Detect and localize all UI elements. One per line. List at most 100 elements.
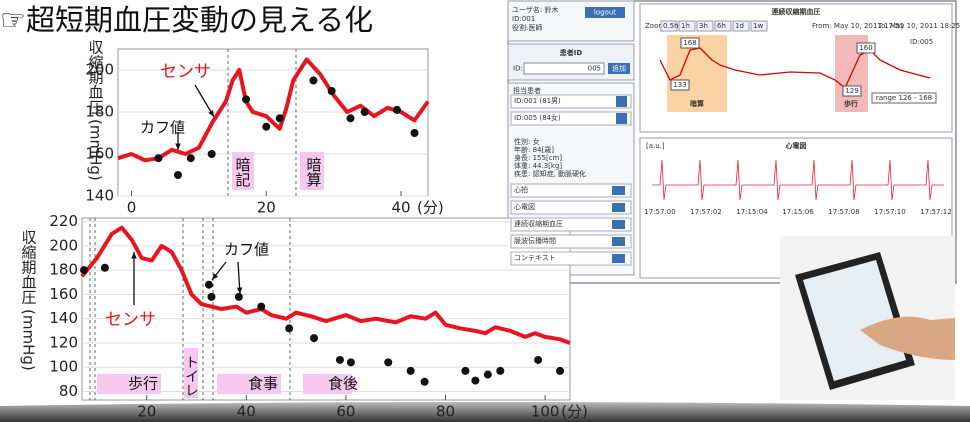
patient-id-label: 患者ID <box>560 48 583 57</box>
to-date: To: May 10, 2011 18:25 <box>877 22 960 30</box>
annotation-box <box>232 152 254 190</box>
zoom-option: 3h <box>699 22 708 30</box>
id-prefix: ID: <box>513 65 523 73</box>
tablet-photo <box>780 236 955 400</box>
user-name: ユーザ名: 鈴木 <box>512 5 558 14</box>
patient-button <box>616 96 627 107</box>
cuff-point <box>461 366 470 375</box>
cuff-point <box>420 377 429 386</box>
cuff-point <box>384 358 393 367</box>
point-label-box <box>856 42 876 54</box>
y-tick-label: 140 <box>49 309 78 327</box>
cuff-point <box>234 292 243 301</box>
y-axis-label: 収縮期血圧 (mmHg) <box>20 229 38 371</box>
cuff-point <box>204 280 213 289</box>
range-box <box>871 92 937 104</box>
menu-button <box>612 186 625 195</box>
ecg-unit: [a.u.] <box>646 142 665 150</box>
ecg-time: 17:57:12 <box>920 208 951 216</box>
patient-button <box>616 113 627 124</box>
menu-row <box>510 251 632 266</box>
menu-button <box>612 220 625 229</box>
annotation: 食事 <box>248 375 278 393</box>
add-button[interactable] <box>608 63 630 74</box>
cuff-point <box>242 95 251 104</box>
menu-row <box>510 200 632 215</box>
y-tick-label: 160 <box>49 285 78 303</box>
x-tick-label: 40 <box>237 403 256 421</box>
zoom-button <box>714 20 732 32</box>
arrow-head <box>212 273 219 280</box>
annotation: カフ値 <box>140 119 185 137</box>
zoom-option: 0.5h <box>663 22 679 30</box>
annotation: 暗記 <box>234 157 252 187</box>
y-tick-label: 180 <box>85 103 114 121</box>
annotation-box <box>217 374 281 394</box>
ecg-time: 17:15:04 <box>736 208 768 216</box>
user-role: 役割:医師 <box>512 23 542 32</box>
arrow-head <box>175 143 181 150</box>
annotation: センサ <box>160 62 211 82</box>
y-tick-label: 200 <box>49 236 78 254</box>
cuff-point <box>207 292 216 301</box>
cuff-point <box>79 266 88 275</box>
patient-detail: 身長: 155[cm] <box>514 153 562 162</box>
patient-row[interactable] <box>510 111 632 126</box>
point-label: 168 <box>683 39 696 47</box>
point-label-box <box>842 85 862 97</box>
point-label-box <box>680 37 700 49</box>
x-tick-label: 40 <box>391 199 410 217</box>
y-tick-label: 200 <box>85 61 114 79</box>
patient-detail: 年齢: 84[歳] <box>514 145 554 154</box>
zoom-button <box>696 20 714 32</box>
ecg-title: 心電図 <box>786 141 807 150</box>
menu-item: 脈波伝播時間 <box>514 236 556 245</box>
cuff-point <box>262 122 271 131</box>
menu-row <box>510 183 632 198</box>
patient-detail: 疾患: 認知症, 動脈硬化 <box>514 169 586 178</box>
x-tick-label: 20 <box>257 199 276 217</box>
annotation: トイレ <box>183 355 199 397</box>
patients-header: 担当患者 <box>513 86 541 95</box>
point-label: 133 <box>673 81 686 89</box>
y-tick-label: 120 <box>49 333 78 351</box>
menu-row <box>510 234 632 249</box>
cuff-point <box>186 154 195 163</box>
logout-label[interactable]: logout <box>594 9 616 17</box>
cuff-point <box>496 366 505 375</box>
menu-item: 心電図 <box>514 203 535 211</box>
logout-button[interactable] <box>585 7 625 18</box>
band-label: 歩行 <box>844 99 858 108</box>
menu-item: 連続収縮期血圧 <box>514 219 563 228</box>
zoom-button <box>678 20 696 32</box>
cuff-point <box>154 154 163 163</box>
patient-detail: 性別: 女 <box>514 137 540 146</box>
patient-detail: 体重: 44.3[kg] <box>514 161 562 170</box>
cuff-point <box>410 129 419 137</box>
annotation: 食後 <box>328 375 358 393</box>
ecg-trace <box>652 159 944 201</box>
cuff-point <box>285 324 294 333</box>
cuff-point <box>310 334 319 343</box>
tablet-screen <box>803 260 906 381</box>
menu-button <box>612 237 625 246</box>
zoom-button <box>750 20 768 32</box>
annotation: カフ値 <box>224 241 269 259</box>
add-label[interactable]: 追加 <box>612 64 626 73</box>
annotation-box <box>97 374 161 394</box>
patient-item: ID:001 (81男) <box>514 97 561 105</box>
cuff-point <box>207 150 216 158</box>
y-tick-label: 100 <box>49 358 78 376</box>
band-label: 暗算 <box>690 99 704 108</box>
menu-row <box>510 217 632 232</box>
x-unit: (分) <box>561 403 588 421</box>
patient-row[interactable] <box>510 94 632 109</box>
annotation-box <box>303 374 359 394</box>
patient-id-input[interactable] <box>523 62 605 75</box>
point-label: 129 <box>845 87 858 95</box>
y-tick-label: 80 <box>59 382 78 400</box>
annotation-box <box>300 152 324 190</box>
bottom-band <box>0 402 970 422</box>
ecg-time: 17:15:06 <box>782 208 814 216</box>
cuff-point <box>100 263 109 272</box>
